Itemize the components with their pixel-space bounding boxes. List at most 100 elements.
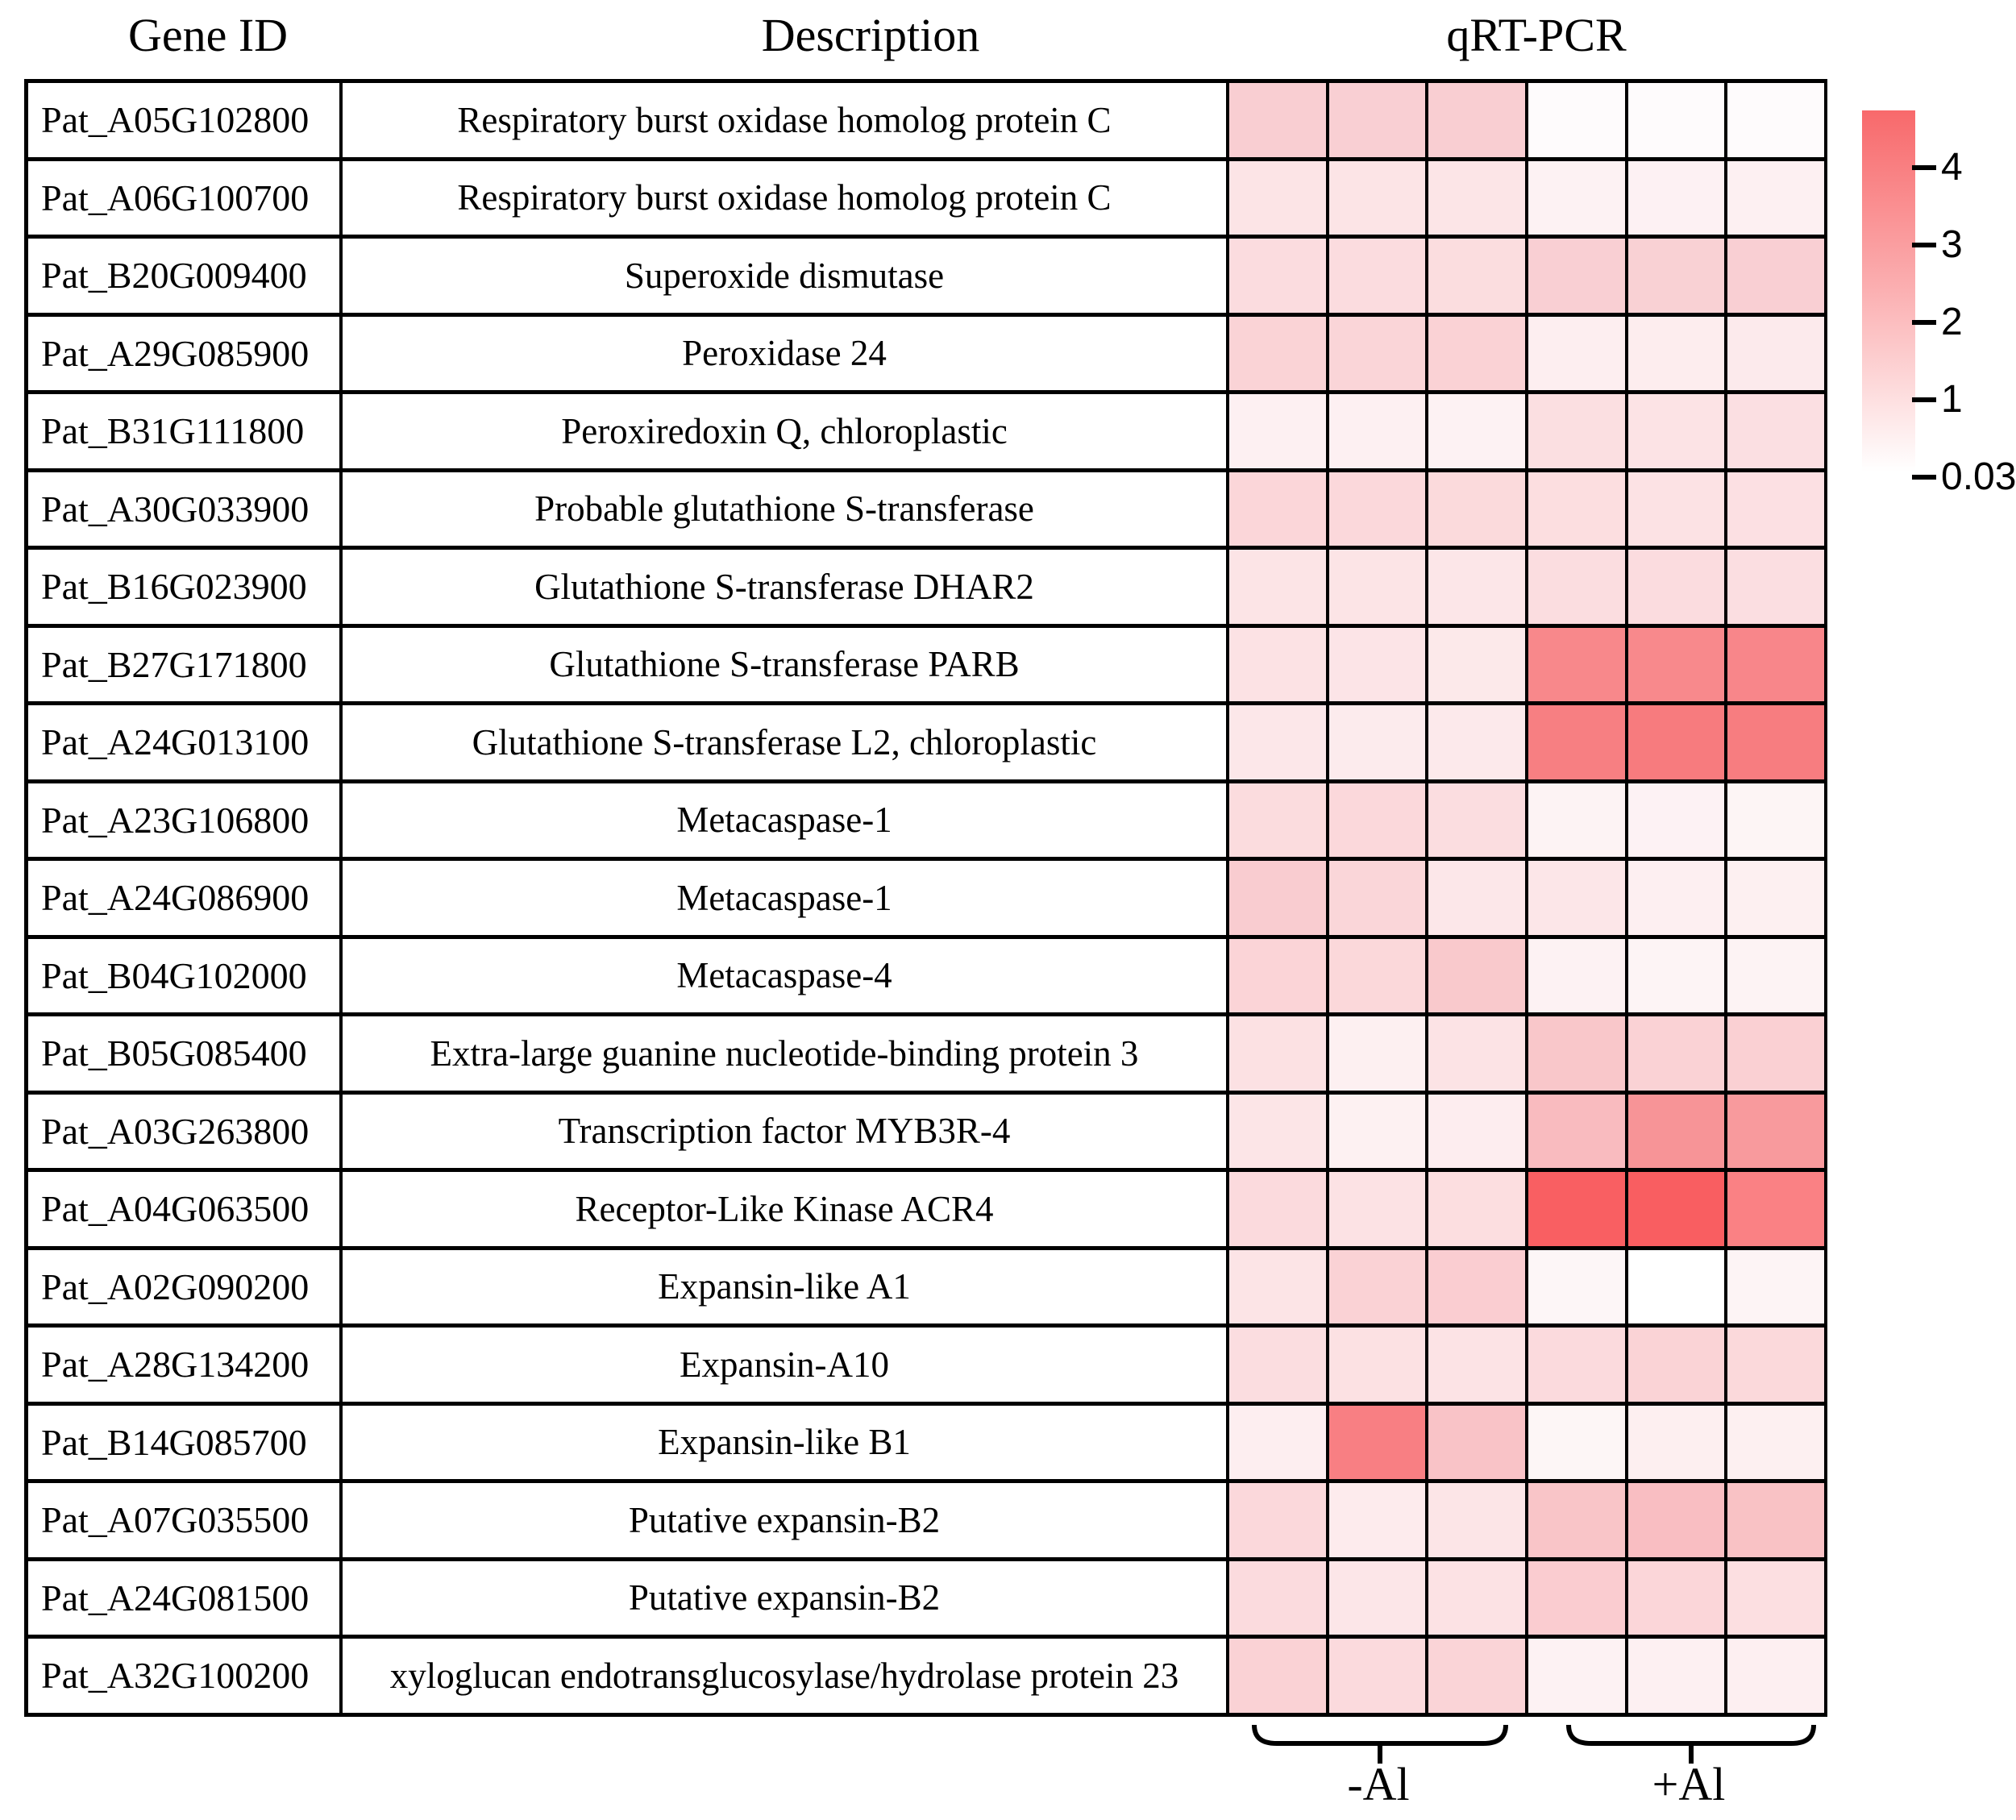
heat-cell-r14c1 (1229, 1094, 1329, 1172)
heat-cell-r10c1 (1229, 783, 1329, 861)
qrt-pcr-column-header: qRT-PCR (1446, 9, 1627, 61)
heat-cell-r12c5 (1627, 938, 1728, 1016)
heat-cell-r3c4 (1528, 239, 1628, 317)
table-row: Pat_B20G009400 Superoxide dismutase (28, 239, 1827, 317)
heat-cell-r17c3 (1428, 1328, 1528, 1406)
gene-id-cell: Pat_B20G009400 (28, 239, 343, 317)
heat-cell-r17c2 (1328, 1328, 1429, 1406)
heat-cell-r7c4 (1528, 550, 1628, 628)
heat-cell-r20c2 (1328, 1560, 1429, 1639)
heat-cell-r15c2 (1328, 1172, 1429, 1250)
heat-cell-r13c5 (1627, 1016, 1728, 1095)
heat-cell-r21c4 (1528, 1639, 1628, 1717)
gene-description-cell: Metacaspase-4 (343, 938, 1229, 1016)
gene-id-cell: Pat_A29G085900 (28, 316, 343, 394)
gene-description-cell: Probable glutathione S-transferase (343, 472, 1229, 550)
legend-color-bar (1862, 110, 1915, 472)
gene-id-cell: Pat_B27G171800 (28, 627, 343, 705)
legend-tick-label: 3 (1941, 223, 1963, 266)
heat-cell-r21c2 (1328, 1639, 1429, 1717)
legend-tick: 4 (1912, 147, 1963, 189)
heat-cell-r12c3 (1428, 938, 1528, 1016)
heat-cell-r21c1 (1229, 1639, 1329, 1717)
heat-cell-r7c5 (1627, 550, 1728, 628)
table-row: Pat_A23G106800 Metacaspase-1 (28, 783, 1827, 861)
heat-cell-r14c2 (1328, 1094, 1429, 1172)
heat-cell-r21c3 (1428, 1639, 1528, 1717)
heat-cell-r14c3 (1428, 1094, 1528, 1172)
heat-cell-r11c5 (1627, 861, 1728, 939)
heat-cell-r13c4 (1528, 1016, 1628, 1095)
heat-cell-r12c2 (1328, 938, 1429, 1016)
legend-tick-label: 4 (1941, 146, 1963, 189)
table-row: Pat_A29G085900 Peroxidase 24 (28, 316, 1827, 394)
heat-cell-r10c6 (1727, 783, 1827, 861)
gene-id-cell: Pat_A06G100700 (28, 160, 343, 239)
heat-cell-r3c6 (1727, 239, 1827, 317)
heat-cell-r18c2 (1328, 1405, 1429, 1483)
minus-al-group-label: -Al (1347, 1758, 1410, 1810)
gene-id-cell: Pat_B05G085400 (28, 1016, 343, 1095)
heat-cell-r19c1 (1229, 1483, 1329, 1561)
heat-cell-r11c1 (1229, 861, 1329, 939)
heat-cell-r14c4 (1528, 1094, 1628, 1172)
gene-description-cell: Transcription factor MYB3R-4 (343, 1094, 1229, 1172)
heat-cell-r8c2 (1328, 627, 1429, 705)
table-row: Pat_B16G023900 Glutathione S-transferase … (28, 550, 1827, 628)
table-row: Pat_A06G100700 Respiratory burst oxidase … (28, 160, 1827, 239)
heat-cell-r19c5 (1627, 1483, 1728, 1561)
heat-cell-r11c6 (1727, 861, 1827, 939)
heat-cell-r2c2 (1328, 160, 1429, 239)
table-row: Pat_A03G263800 Transcription factor MYB3R… (28, 1094, 1827, 1172)
gene-id-cell: Pat_A04G063500 (28, 1172, 343, 1250)
heat-cell-r4c2 (1328, 316, 1429, 394)
heat-cell-r18c4 (1528, 1405, 1628, 1483)
heat-cell-r4c1 (1229, 316, 1329, 394)
heat-cell-r15c1 (1229, 1172, 1329, 1250)
heat-cell-r17c4 (1528, 1328, 1628, 1406)
gene-id-cell: Pat_A03G263800 (28, 1094, 343, 1172)
plus-al-group-label: +Al (1652, 1758, 1726, 1810)
heat-cell-r6c1 (1229, 472, 1329, 550)
heat-cell-r21c6 (1727, 1639, 1827, 1717)
heat-cell-r3c3 (1428, 239, 1528, 317)
table-row: Pat_A24G013100 Glutathione S-transferase … (28, 705, 1827, 783)
heat-cell-r6c5 (1627, 472, 1728, 550)
heat-cell-r2c5 (1627, 160, 1728, 239)
heat-cell-r18c3 (1428, 1405, 1528, 1483)
heat-cell-r21c5 (1627, 1639, 1728, 1717)
heat-cell-r8c1 (1229, 627, 1329, 705)
table-row: Pat_A28G134200 Expansin-A10 (28, 1328, 1827, 1406)
table-row: Pat_B31G111800 Peroxiredoxin Q, chloropla… (28, 394, 1827, 472)
legend-tick: 2 (1912, 301, 1963, 343)
heat-cell-r17c6 (1727, 1328, 1827, 1406)
heat-cell-r7c3 (1428, 550, 1528, 628)
heat-cell-r10c2 (1328, 783, 1429, 861)
gene-id-cell: Pat_A32G100200 (28, 1639, 343, 1717)
gene-description-cell: Putative expansin-B2 (343, 1483, 1229, 1561)
gene-id-cell: Pat_B31G111800 (28, 394, 343, 472)
gene-id-column-header: Gene ID (127, 9, 289, 61)
heat-cell-r3c1 (1229, 239, 1329, 317)
heat-cell-r16c6 (1727, 1249, 1827, 1328)
legend-tick-mark (1912, 243, 1936, 247)
heat-cell-r4c6 (1727, 316, 1827, 394)
table-row: Pat_A05G102800 Respiratory burst oxidase … (28, 83, 1827, 161)
legend-tick-label: 1 (1941, 378, 1963, 421)
table-row: Pat_A07G035500 Putative expansin-B2 (28, 1483, 1827, 1561)
gene-description-cell: Metacaspase-1 (343, 861, 1229, 939)
gene-description-cell: Peroxidase 24 (343, 316, 1229, 394)
legend-tick-label: 0.03 (1941, 455, 2016, 498)
gene-id-cell: Pat_B04G102000 (28, 938, 343, 1016)
legend-tick-mark (1912, 165, 1936, 170)
gene-id-cell: Pat_A28G134200 (28, 1328, 343, 1406)
heat-cell-r3c5 (1627, 239, 1728, 317)
gene-id-cell: Pat_A07G035500 (28, 1483, 343, 1561)
gene-description-cell: Glutathione S-transferase DHAR2 (343, 550, 1229, 628)
heat-cell-r15c5 (1627, 1172, 1728, 1250)
heat-cell-r13c1 (1229, 1016, 1329, 1095)
heat-cell-r19c4 (1528, 1483, 1628, 1561)
table-row: Pat_B14G085700 Expansin-like B1 (28, 1405, 1827, 1483)
gene-description-cell: Expansin-like A1 (343, 1249, 1229, 1328)
